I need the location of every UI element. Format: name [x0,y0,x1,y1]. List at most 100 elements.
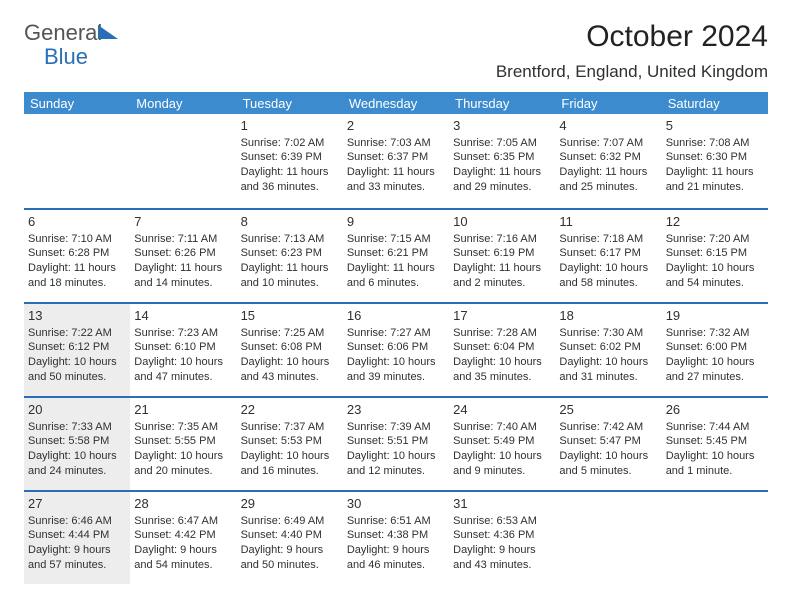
sunrise-text: Sunrise: 7:05 AM [453,136,551,151]
day-number: 26 [666,401,764,419]
daylight-text: Daylight: 11 hours and 6 minutes. [347,261,445,291]
sunset-text: Sunset: 6:23 PM [241,246,339,261]
day-number: 18 [559,307,657,325]
sunset-text: Sunset: 6:26 PM [134,246,232,261]
day-cell: 28Sunrise: 6:47 AMSunset: 4:42 PMDayligh… [130,492,236,584]
day-cell: 1Sunrise: 7:02 AMSunset: 6:39 PMDaylight… [237,114,343,208]
sunrise-text: Sunrise: 7:44 AM [666,420,764,435]
day-cell: 27Sunrise: 6:46 AMSunset: 4:44 PMDayligh… [24,492,130,584]
sunrise-text: Sunrise: 7:32 AM [666,326,764,341]
sunset-text: Sunset: 5:55 PM [134,434,232,449]
sunset-text: Sunset: 5:53 PM [241,434,339,449]
day-cell: 13Sunrise: 7:22 AMSunset: 6:12 PMDayligh… [24,304,130,396]
day-header: Sunday [24,96,130,111]
day-cell: 4Sunrise: 7:07 AMSunset: 6:32 PMDaylight… [555,114,661,208]
day-number: 31 [453,495,551,513]
sunrise-text: Sunrise: 7:07 AM [559,136,657,151]
calendar: Sunday Monday Tuesday Wednesday Thursday… [24,92,768,584]
day-cell [130,114,236,208]
day-cell: 6Sunrise: 7:10 AMSunset: 6:28 PMDaylight… [24,210,130,302]
header: General Blue October 2024 Brentford, Eng… [0,0,792,92]
day-number: 6 [28,213,126,231]
day-number: 16 [347,307,445,325]
day-header: Wednesday [343,96,449,111]
daylight-text: Daylight: 11 hours and 10 minutes. [241,261,339,291]
daylight-text: Daylight: 10 hours and 58 minutes. [559,261,657,291]
day-number: 22 [241,401,339,419]
day-cell: 9Sunrise: 7:15 AMSunset: 6:21 PMDaylight… [343,210,449,302]
day-number: 4 [559,117,657,135]
daylight-text: Daylight: 10 hours and 50 minutes. [28,355,126,385]
sunset-text: Sunset: 5:47 PM [559,434,657,449]
day-header: Monday [130,96,236,111]
day-cell: 23Sunrise: 7:39 AMSunset: 5:51 PMDayligh… [343,398,449,490]
sunrise-text: Sunrise: 7:16 AM [453,232,551,247]
day-number: 28 [134,495,232,513]
day-cell: 2Sunrise: 7:03 AMSunset: 6:37 PMDaylight… [343,114,449,208]
daylight-text: Daylight: 11 hours and 36 minutes. [241,165,339,195]
week-row: 27Sunrise: 6:46 AMSunset: 4:44 PMDayligh… [24,490,768,584]
logo-sail-icon [98,25,118,39]
sunset-text: Sunset: 4:38 PM [347,528,445,543]
sunrise-text: Sunrise: 7:15 AM [347,232,445,247]
page-title: October 2024 [586,20,768,54]
day-number: 8 [241,213,339,231]
sunset-text: Sunset: 6:37 PM [347,150,445,165]
day-cell: 26Sunrise: 7:44 AMSunset: 5:45 PMDayligh… [662,398,768,490]
day-cell: 30Sunrise: 6:51 AMSunset: 4:38 PMDayligh… [343,492,449,584]
day-cell: 15Sunrise: 7:25 AMSunset: 6:08 PMDayligh… [237,304,343,396]
sunset-text: Sunset: 6:06 PM [347,340,445,355]
day-cell: 19Sunrise: 7:32 AMSunset: 6:00 PMDayligh… [662,304,768,396]
sunrise-text: Sunrise: 6:49 AM [241,514,339,529]
day-cell: 3Sunrise: 7:05 AMSunset: 6:35 PMDaylight… [449,114,555,208]
sunset-text: Sunset: 4:36 PM [453,528,551,543]
sunrise-text: Sunrise: 7:33 AM [28,420,126,435]
day-cell: 8Sunrise: 7:13 AMSunset: 6:23 PMDaylight… [237,210,343,302]
logo-line1: General [24,22,102,44]
sunrise-text: Sunrise: 7:30 AM [559,326,657,341]
sunset-text: Sunset: 4:44 PM [28,528,126,543]
day-cell: 25Sunrise: 7:42 AMSunset: 5:47 PMDayligh… [555,398,661,490]
day-number: 14 [134,307,232,325]
sunset-text: Sunset: 6:32 PM [559,150,657,165]
day-number: 25 [559,401,657,419]
day-cell: 10Sunrise: 7:16 AMSunset: 6:19 PMDayligh… [449,210,555,302]
sunset-text: Sunset: 5:49 PM [453,434,551,449]
sunrise-text: Sunrise: 7:28 AM [453,326,551,341]
daylight-text: Daylight: 10 hours and 24 minutes. [28,449,126,479]
day-cell: 11Sunrise: 7:18 AMSunset: 6:17 PMDayligh… [555,210,661,302]
daylight-text: Daylight: 10 hours and 16 minutes. [241,449,339,479]
week-row: 6Sunrise: 7:10 AMSunset: 6:28 PM Daylight… [24,208,768,302]
logo-line2: Blue [44,44,88,70]
day-number: 30 [347,495,445,513]
sunset-text: Sunset: 6:04 PM [453,340,551,355]
day-number: 20 [28,401,126,419]
daylight-text: Daylight: 11 hours and 14 minutes. [134,261,232,291]
sunset-text: Sunset: 6:00 PM [666,340,764,355]
sunrise-text: Sunrise: 6:47 AM [134,514,232,529]
location-text: Brentford, England, United Kingdom [496,62,768,82]
day-header: Friday [555,96,661,111]
sunset-text: Sunset: 6:35 PM [453,150,551,165]
sunrise-text: Sunrise: 7:10 AM [28,232,126,247]
sunrise-text: Sunrise: 7:27 AM [347,326,445,341]
sunset-text: Sunset: 6:19 PM [453,246,551,261]
sunrise-text: Sunrise: 7:25 AM [241,326,339,341]
day-cell: 18Sunrise: 7:30 AMSunset: 6:02 PMDayligh… [555,304,661,396]
daylight-text: Daylight: 9 hours and 43 minutes. [453,543,551,573]
daylight-text: Daylight: 11 hours and 2 minutes. [453,261,551,291]
day-number: 27 [28,495,126,513]
week-row: 1Sunrise: 7:02 AMSunset: 6:39 PMDaylight… [24,114,768,208]
day-number: 29 [241,495,339,513]
day-header-row: Sunday Monday Tuesday Wednesday Thursday… [24,92,768,114]
day-cell: 14Sunrise: 7:23 AMSunset: 6:10 PMDayligh… [130,304,236,396]
week-row: 20Sunrise: 7:33 AMSunset: 5:58 PMDayligh… [24,396,768,490]
daylight-text: Daylight: 10 hours and 1 minute. [666,449,764,479]
day-cell: 24Sunrise: 7:40 AMSunset: 5:49 PMDayligh… [449,398,555,490]
day-header: Thursday [449,96,555,111]
day-number: 17 [453,307,551,325]
day-cell: 7Sunrise: 7:11 AMSunset: 6:26 PMDaylight… [130,210,236,302]
sunset-text: Sunset: 6:28 PM [28,246,126,261]
day-cell: 5Sunrise: 7:08 AMSunset: 6:30 PMDaylight… [662,114,768,208]
day-number: 15 [241,307,339,325]
